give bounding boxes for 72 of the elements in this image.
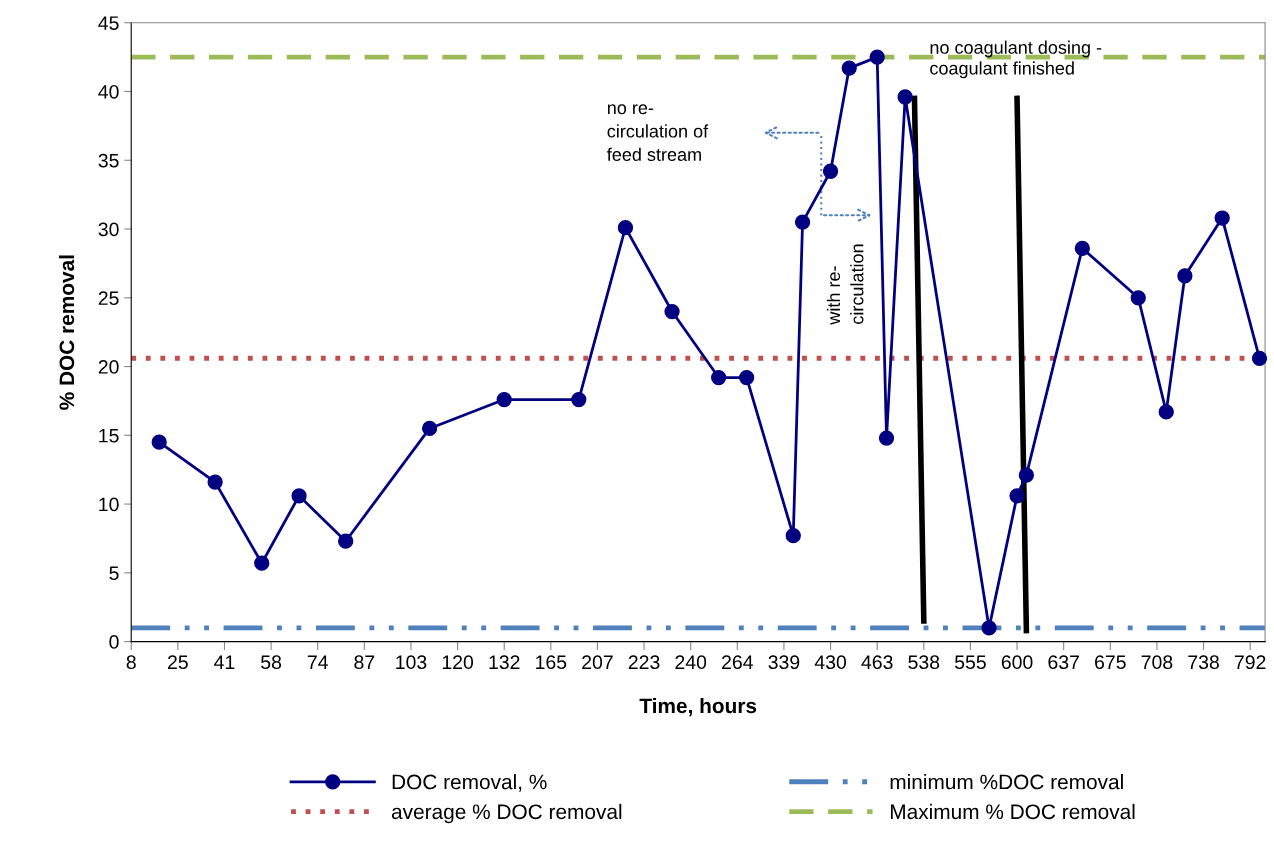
point [1009, 488, 1025, 504]
x-tick-label: 223 [628, 655, 660, 670]
point [254, 555, 270, 571]
x-tick-label: 87 [354, 655, 375, 670]
point [1074, 240, 1090, 256]
x-tick-label: 600 [1001, 655, 1033, 670]
x-tick-label: 339 [768, 655, 800, 670]
x-tick-label: 132 [489, 655, 520, 670]
y-tick-label: 20 [98, 360, 119, 374]
point [1130, 290, 1146, 306]
point [897, 89, 913, 105]
x-tick-label: 165 [536, 655, 567, 670]
x-tick-label: 675 [1095, 655, 1126, 670]
x-tick-label: 463 [861, 655, 893, 670]
x-tick-label: 264 [722, 655, 753, 670]
x-tick-label: 25 [168, 655, 188, 670]
point [981, 620, 997, 636]
point [1158, 404, 1174, 420]
x-tick-label: 41 [214, 655, 235, 669]
x-tick-label: 207 [582, 655, 613, 670]
x-tick-label: 792 [1234, 655, 1266, 670]
y-tick-label: 45 [98, 16, 119, 30]
x-tick-label: 103 [396, 655, 427, 670]
point [794, 214, 811, 230]
y-axis-title: % DOC removal [58, 255, 75, 410]
point [1214, 210, 1230, 226]
point [151, 434, 167, 450]
x-tick-label: 58 [261, 655, 282, 670]
point [496, 391, 512, 408]
annotation: no coagulant dosing - coagulant finished [930, 40, 1102, 79]
point [1251, 350, 1268, 366]
x-tick-label: 738 [1188, 655, 1219, 670]
x-tick-label: 637 [1048, 655, 1079, 670]
x-tick-label: 74 [307, 655, 328, 669]
point [738, 369, 755, 386]
point [878, 430, 895, 446]
point [617, 220, 634, 236]
legend-label: Maximum % DOC removal [890, 803, 1135, 820]
legend-label: average % DOC removal [391, 803, 622, 824]
point [664, 303, 680, 320]
x-tick-label: 430 [814, 655, 847, 670]
y-tick-label: 0 [109, 635, 119, 649]
annotation: no re- circulation of feed stream [607, 104, 709, 161]
point [1018, 467, 1035, 483]
x-axis-title: Time, hours [639, 697, 757, 717]
point [785, 528, 801, 544]
y-tick-label: 5 [109, 566, 119, 581]
x-tick-label: 708 [1141, 655, 1173, 670]
legend-label: minimum %DOC removal [890, 773, 1123, 790]
y-tick-label: 35 [98, 153, 119, 168]
point [421, 420, 438, 437]
point [869, 49, 885, 65]
x-tick-label: 240 [675, 655, 707, 670]
y-tick-label: 10 [99, 497, 119, 512]
point [291, 488, 307, 504]
x-tick-label: 8 [126, 655, 136, 670]
x-tick-label: 538 [908, 655, 940, 670]
x-tick-label: 120 [442, 655, 474, 670]
point [571, 391, 587, 408]
point [711, 369, 727, 386]
annotation: with re- circulation [826, 244, 864, 325]
y-tick-label: 15 [99, 428, 119, 443]
y-tick-label: 40 [98, 84, 119, 99]
y-tick-label: 25 [98, 291, 119, 306]
x-tick-label: 555 [954, 655, 986, 670]
point [338, 533, 354, 549]
point [207, 474, 223, 490]
point [822, 163, 839, 179]
y-tick-label: 30 [98, 222, 119, 237]
legend-label: DOC removal, % [392, 773, 547, 792]
point [841, 60, 857, 76]
point [1177, 268, 1193, 284]
